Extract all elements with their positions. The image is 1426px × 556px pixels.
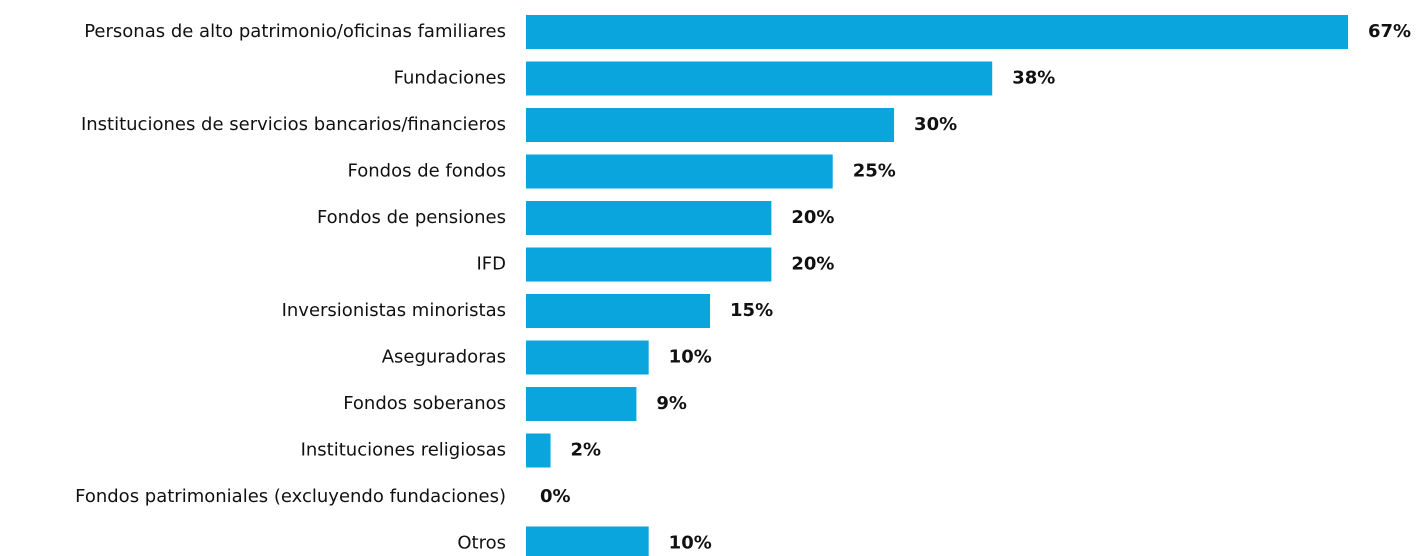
category-label: Personas de alto patrimonio/oficinas fam…: [84, 21, 506, 42]
category-label: Inversionistas minoristas: [282, 300, 506, 321]
bar: [526, 387, 637, 421]
category-label: Aseguradoras: [382, 347, 506, 368]
value-label: 20%: [791, 207, 834, 228]
bar: [526, 526, 649, 556]
category-label: Fondos de fondos: [348, 161, 506, 182]
category-label: IFD: [476, 254, 506, 275]
value-label: 10%: [669, 533, 712, 554]
value-label: 30%: [914, 114, 957, 135]
category-label: Fondos soberanos: [343, 393, 506, 414]
bar: [526, 247, 772, 282]
category-label: Instituciones religiosas: [301, 440, 506, 461]
value-label: 67%: [1368, 21, 1411, 42]
value-label: 10%: [669, 347, 712, 368]
bar: [526, 201, 772, 235]
value-label: 25%: [853, 161, 896, 182]
bar: [526, 340, 649, 375]
bar: [526, 154, 833, 189]
category-label: Fondos patrimoniales (excluyendo fundaci…: [75, 486, 506, 507]
value-label: 38%: [1012, 68, 1055, 89]
bar: [526, 61, 993, 96]
value-label: 20%: [791, 254, 834, 275]
value-label: 2%: [571, 440, 602, 461]
value-label: 9%: [656, 393, 687, 414]
value-label: 15%: [730, 300, 773, 321]
bar: [526, 433, 551, 468]
category-label: Fondos de pensiones: [317, 207, 506, 228]
category-label: Otros: [457, 533, 506, 554]
category-label: Fundaciones: [394, 68, 506, 89]
bar: [526, 108, 895, 142]
bar: [526, 15, 1348, 49]
category-label: Instituciones de servicios bancarios/fin…: [81, 114, 506, 135]
bar: [526, 294, 711, 328]
value-label: 0%: [540, 486, 571, 507]
